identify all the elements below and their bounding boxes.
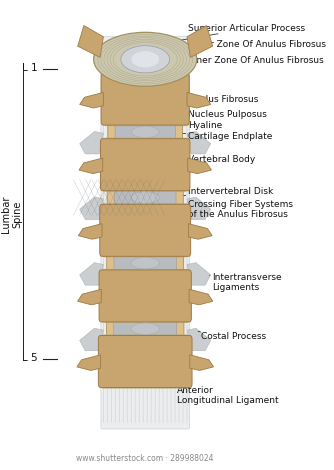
FancyBboxPatch shape xyxy=(114,253,176,273)
FancyBboxPatch shape xyxy=(99,336,192,388)
FancyBboxPatch shape xyxy=(108,119,183,144)
FancyBboxPatch shape xyxy=(107,185,183,210)
FancyBboxPatch shape xyxy=(105,72,185,81)
Polygon shape xyxy=(78,25,104,57)
FancyBboxPatch shape xyxy=(107,251,184,275)
FancyBboxPatch shape xyxy=(100,204,191,256)
Polygon shape xyxy=(187,263,211,285)
Text: Anulus Fibrosus: Anulus Fibrosus xyxy=(176,94,259,106)
Ellipse shape xyxy=(94,32,197,86)
Polygon shape xyxy=(80,263,104,285)
FancyBboxPatch shape xyxy=(102,335,188,343)
Polygon shape xyxy=(80,197,104,219)
Polygon shape xyxy=(77,289,101,305)
Polygon shape xyxy=(188,224,212,239)
FancyBboxPatch shape xyxy=(104,249,187,257)
Ellipse shape xyxy=(132,126,159,138)
Polygon shape xyxy=(187,197,211,219)
Polygon shape xyxy=(79,158,103,173)
Ellipse shape xyxy=(131,257,159,269)
Polygon shape xyxy=(189,289,213,305)
Text: Anterior
Longitudinal Ligament: Anterior Longitudinal Ligament xyxy=(167,383,279,405)
FancyBboxPatch shape xyxy=(107,316,184,341)
Polygon shape xyxy=(190,355,213,370)
Text: Crossing Fiber Systems
of the Anulus Fibrosus: Crossing Fiber Systems of the Anulus Fib… xyxy=(173,200,294,219)
Text: Costal Process: Costal Process xyxy=(198,331,266,341)
FancyBboxPatch shape xyxy=(104,204,187,212)
FancyBboxPatch shape xyxy=(104,138,186,147)
Polygon shape xyxy=(80,93,104,108)
Polygon shape xyxy=(187,93,211,108)
FancyBboxPatch shape xyxy=(114,319,177,339)
Text: L 5: L 5 xyxy=(22,353,37,363)
FancyBboxPatch shape xyxy=(101,139,190,191)
Ellipse shape xyxy=(131,323,160,335)
FancyBboxPatch shape xyxy=(105,118,185,126)
FancyBboxPatch shape xyxy=(104,183,186,191)
Text: L 1: L 1 xyxy=(22,63,37,73)
Text: Intervertebral Disk: Intervertebral Disk xyxy=(173,188,274,196)
Text: Inner Zone Of Anulus Fibrosus: Inner Zone Of Anulus Fibrosus xyxy=(176,56,324,65)
FancyBboxPatch shape xyxy=(101,36,189,429)
FancyBboxPatch shape xyxy=(115,188,176,208)
Text: www.shutterstock.com · 289988024: www.shutterstock.com · 289988024 xyxy=(76,454,214,463)
Polygon shape xyxy=(188,158,211,173)
Text: Vertebral Body: Vertebral Body xyxy=(173,155,256,164)
Text: Outer Zone Of Anulus Fibrosus: Outer Zone Of Anulus Fibrosus xyxy=(179,40,326,51)
Polygon shape xyxy=(80,328,104,351)
Text: Intertransverse
Ligaments: Intertransverse Ligaments xyxy=(209,273,282,292)
Polygon shape xyxy=(187,328,211,351)
Polygon shape xyxy=(187,25,213,57)
Text: Nucleus Pulposus: Nucleus Pulposus xyxy=(169,110,267,118)
Polygon shape xyxy=(187,132,211,154)
FancyBboxPatch shape xyxy=(99,270,191,322)
FancyBboxPatch shape xyxy=(101,73,189,125)
FancyBboxPatch shape xyxy=(115,122,175,142)
Text: Lumbar
Spine: Lumbar Spine xyxy=(1,195,23,233)
Polygon shape xyxy=(78,224,102,239)
Polygon shape xyxy=(80,132,104,154)
Text: Superior Articular Process: Superior Articular Process xyxy=(181,24,306,40)
FancyBboxPatch shape xyxy=(103,314,187,322)
Ellipse shape xyxy=(131,192,159,204)
Text: Hyaline
Cartilage Endplate: Hyaline Cartilage Endplate xyxy=(173,121,273,141)
Ellipse shape xyxy=(121,46,170,73)
Ellipse shape xyxy=(131,51,159,68)
Polygon shape xyxy=(77,355,101,370)
FancyBboxPatch shape xyxy=(103,269,187,278)
FancyBboxPatch shape xyxy=(102,380,188,388)
